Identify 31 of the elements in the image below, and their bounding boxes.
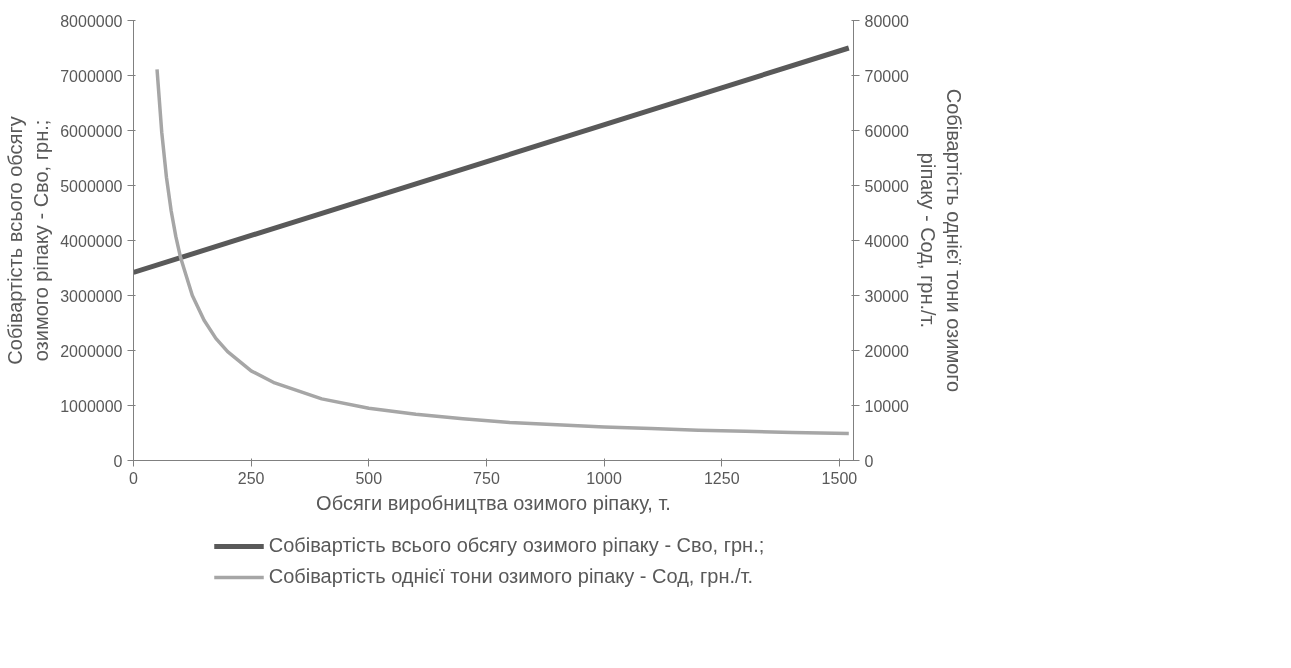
x-tick-label: 750 <box>473 469 500 487</box>
y-tick-label: 7000000 <box>60 67 123 85</box>
x-tick-label: 500 <box>355 469 383 487</box>
y-tick-label: 8000000 <box>60 12 123 30</box>
y2-tick-label: 10000 <box>864 397 910 415</box>
y2-axis-title: Собівартість однієї тони озимого ріпаку - Сод, грн./т. <box>916 88 966 393</box>
y-tick-label: 4000000 <box>60 232 123 250</box>
y2-tick-label: 80000 <box>864 12 910 30</box>
x-tick-label: 1500 <box>821 469 858 487</box>
x-tick-label: 0 <box>129 469 139 487</box>
y2-tick-label: 60000 <box>864 122 910 140</box>
y2-tick-label: 30000 <box>864 287 910 305</box>
y-tick-label: 3000000 <box>60 287 123 305</box>
y-tick-label: 1000000 <box>60 397 123 415</box>
y-tick-label: 5000000 <box>60 177 123 195</box>
y2-tick-label: 50000 <box>864 177 910 195</box>
legend-label: Собівартість однієї тони озимого ріпаку - Сод, грн./т. <box>268 565 754 588</box>
y-tick-label: 6000000 <box>60 122 123 140</box>
x-tick-label: 1250 <box>703 469 740 487</box>
legend-label: Собівартість всього обсягу озимого ріпаку - Сво, грн.; <box>268 534 765 557</box>
line-series <box>155 67 851 436</box>
x-tick-label: 250 <box>237 469 265 487</box>
y-axis-title: Собівартість всього обсягу озимого ріпаку - Сво, грн.; <box>3 116 53 365</box>
y-tick-label: 2000000 <box>60 342 123 360</box>
y2-tick-label: 70000 <box>864 67 910 85</box>
x-axis-title: Обсяги виробництва озимого ріпаку, т. <box>316 491 671 514</box>
y-tick-label: 0 <box>113 452 123 470</box>
y2-tick-label: 0 <box>864 452 874 470</box>
x-tick-label: 1000 <box>586 469 622 487</box>
y2-tick-label: 20000 <box>864 342 910 360</box>
y2-tick-label: 40000 <box>864 232 910 250</box>
